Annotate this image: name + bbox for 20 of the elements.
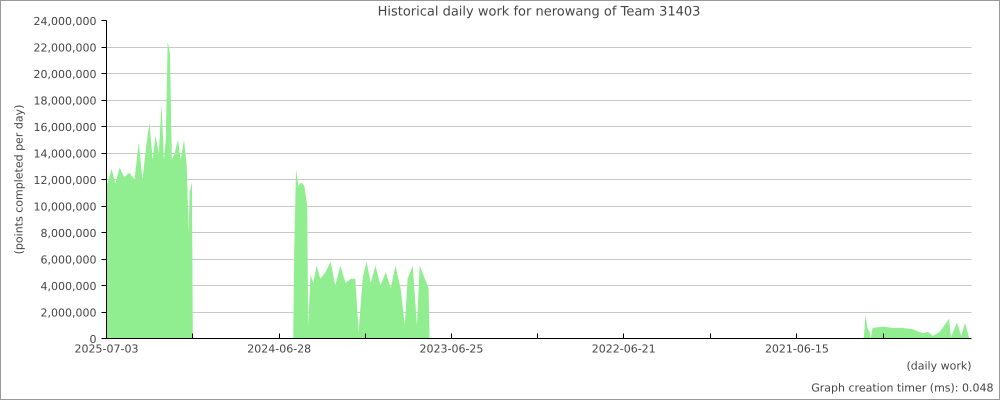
y-tick-label: 16,000,000	[34, 121, 97, 134]
y-tick-label: 4,000,000	[40, 280, 96, 293]
x-tick-label: 2021-06-15	[764, 342, 829, 356]
y-tick-label: 6,000,000	[40, 254, 96, 266]
y-tick-label: 2,000,000	[40, 306, 96, 320]
y-tick-label: 18,000,000	[34, 94, 97, 108]
y-tick-label: 24,000,000	[34, 15, 97, 28]
y-axis-title: (points completed per day)	[12, 104, 26, 254]
x-tick-label: 2023-06-25	[420, 342, 484, 356]
chart-title: Historical daily work for nerowang of Team 31403	[378, 4, 700, 20]
y-tick-label: 8,000,000	[40, 227, 96, 240]
y-tick-label: 12,000,000	[34, 174, 97, 187]
x-axis-title: (daily work)	[906, 360, 972, 372]
x-tick-label: 2022-06-21	[592, 342, 656, 356]
y-tick-label: 22,000,000	[34, 42, 97, 54]
y-tick-label: 20,000,000	[34, 68, 97, 81]
x-tick-label: 2024-06-28	[247, 342, 312, 356]
y-tick-label: 10,000,000	[34, 200, 97, 214]
y-tick-label: 14,000,000	[34, 148, 97, 160]
text: Graph creation timer (ms): 0.048	[811, 382, 994, 394]
